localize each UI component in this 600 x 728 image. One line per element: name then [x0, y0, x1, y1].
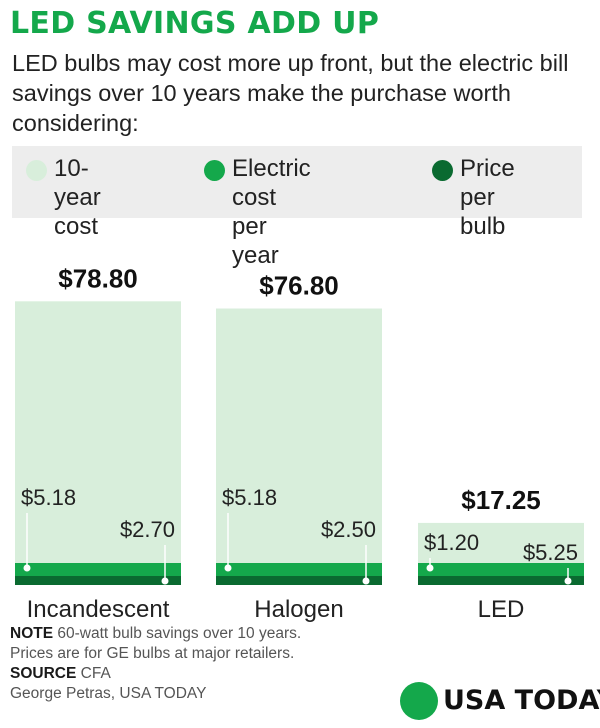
- source-label: SOURCE: [10, 665, 77, 682]
- label-electric-cost-halogen: $5.18: [222, 485, 277, 510]
- legend-label-line: 10-year: [54, 155, 101, 211]
- note-text-2: Prices are for GE bulbs at major retaile…: [10, 645, 295, 662]
- label-electric-cost-incandescent: $5.18: [21, 485, 76, 510]
- marker-electric-cost-halogen: [224, 564, 232, 572]
- bar-price-per-bulb-led: [418, 576, 584, 585]
- legend: 10-year cost Electric cost per year Pric…: [12, 146, 582, 269]
- legend-label-line: cost: [54, 213, 99, 240]
- category-label-led: LED: [478, 596, 525, 623]
- label-price-per-bulb-incandescent: $2.70: [120, 517, 175, 542]
- note: NOTE 60-watt bulb savings over 10 years.: [10, 624, 301, 644]
- label-10-year-cost-incandescent: $78.80: [58, 263, 138, 293]
- note-text: 60-watt bulb savings over 10 years.: [53, 625, 302, 642]
- bar-electric-cost-halogen: [216, 563, 382, 576]
- bar-10-year-cost-halogen: [216, 308, 382, 585]
- note-label: NOTE: [10, 625, 54, 642]
- bar-price-per-bulb-incandescent: [15, 576, 181, 585]
- label-electric-cost-led: $1.20: [424, 530, 479, 555]
- category-label-incandescent: Incandescent: [27, 596, 170, 623]
- category-label-halogen: Halogen: [254, 596, 343, 623]
- credit: George Petras, USA TODAY: [10, 685, 207, 702]
- legend-swatch-price-per-bulb: [432, 160, 453, 181]
- chart-title: LED SAVINGS ADD UP: [10, 6, 380, 41]
- marker-electric-cost-incandescent: [23, 564, 31, 572]
- marker-electric-cost-led: [426, 564, 434, 572]
- legend-swatch-electric-cost: [204, 160, 225, 181]
- bar-price-per-bulb-halogen: [216, 576, 382, 585]
- legend-swatch-10-year-cost: [26, 160, 47, 181]
- label-price-per-bulb-led: $5.25: [523, 540, 578, 565]
- legend-label-10-year-cost: 10-year cost: [54, 154, 101, 241]
- legend-label-electric-cost: Electric cost per year: [232, 154, 311, 270]
- bar-chart: $78.80 $5.18 $2.70 Incandescent $76.80 $5.18 $…: [15, 263, 584, 623]
- legend-label-line: per year: [232, 213, 279, 269]
- brand-name: USA TODAY: [443, 685, 600, 716]
- brand-circle-icon: [400, 682, 438, 720]
- marker-price-per-bulb-incandescent: [161, 577, 169, 585]
- marker-price-per-bulb-halogen: [362, 577, 370, 585]
- marker-price-per-bulb-led: [564, 577, 572, 585]
- label-10-year-cost-led: $17.25: [461, 485, 541, 515]
- source: SOURCE CFA: [10, 664, 301, 684]
- bar-electric-cost-incandescent: [15, 563, 181, 576]
- legend-label-line: Electric cost: [232, 155, 311, 211]
- label-price-per-bulb-halogen: $2.50: [321, 517, 376, 542]
- source-text: CFA: [76, 665, 111, 682]
- footer: NOTE 60-watt bulb savings over 10 years.…: [10, 624, 301, 704]
- label-10-year-cost-halogen: $76.80: [259, 271, 339, 301]
- chart-subtitle: LED bulbs may cost more up front, but th…: [12, 50, 569, 136]
- legend-label-price-per-bulb: Price per bulb: [460, 154, 515, 241]
- bar-electric-cost-led: [418, 563, 584, 576]
- legend-label-line: per bulb: [460, 184, 506, 240]
- legend-label-line: Price: [460, 155, 515, 182]
- bar-10-year-cost-incandescent: [15, 301, 181, 585]
